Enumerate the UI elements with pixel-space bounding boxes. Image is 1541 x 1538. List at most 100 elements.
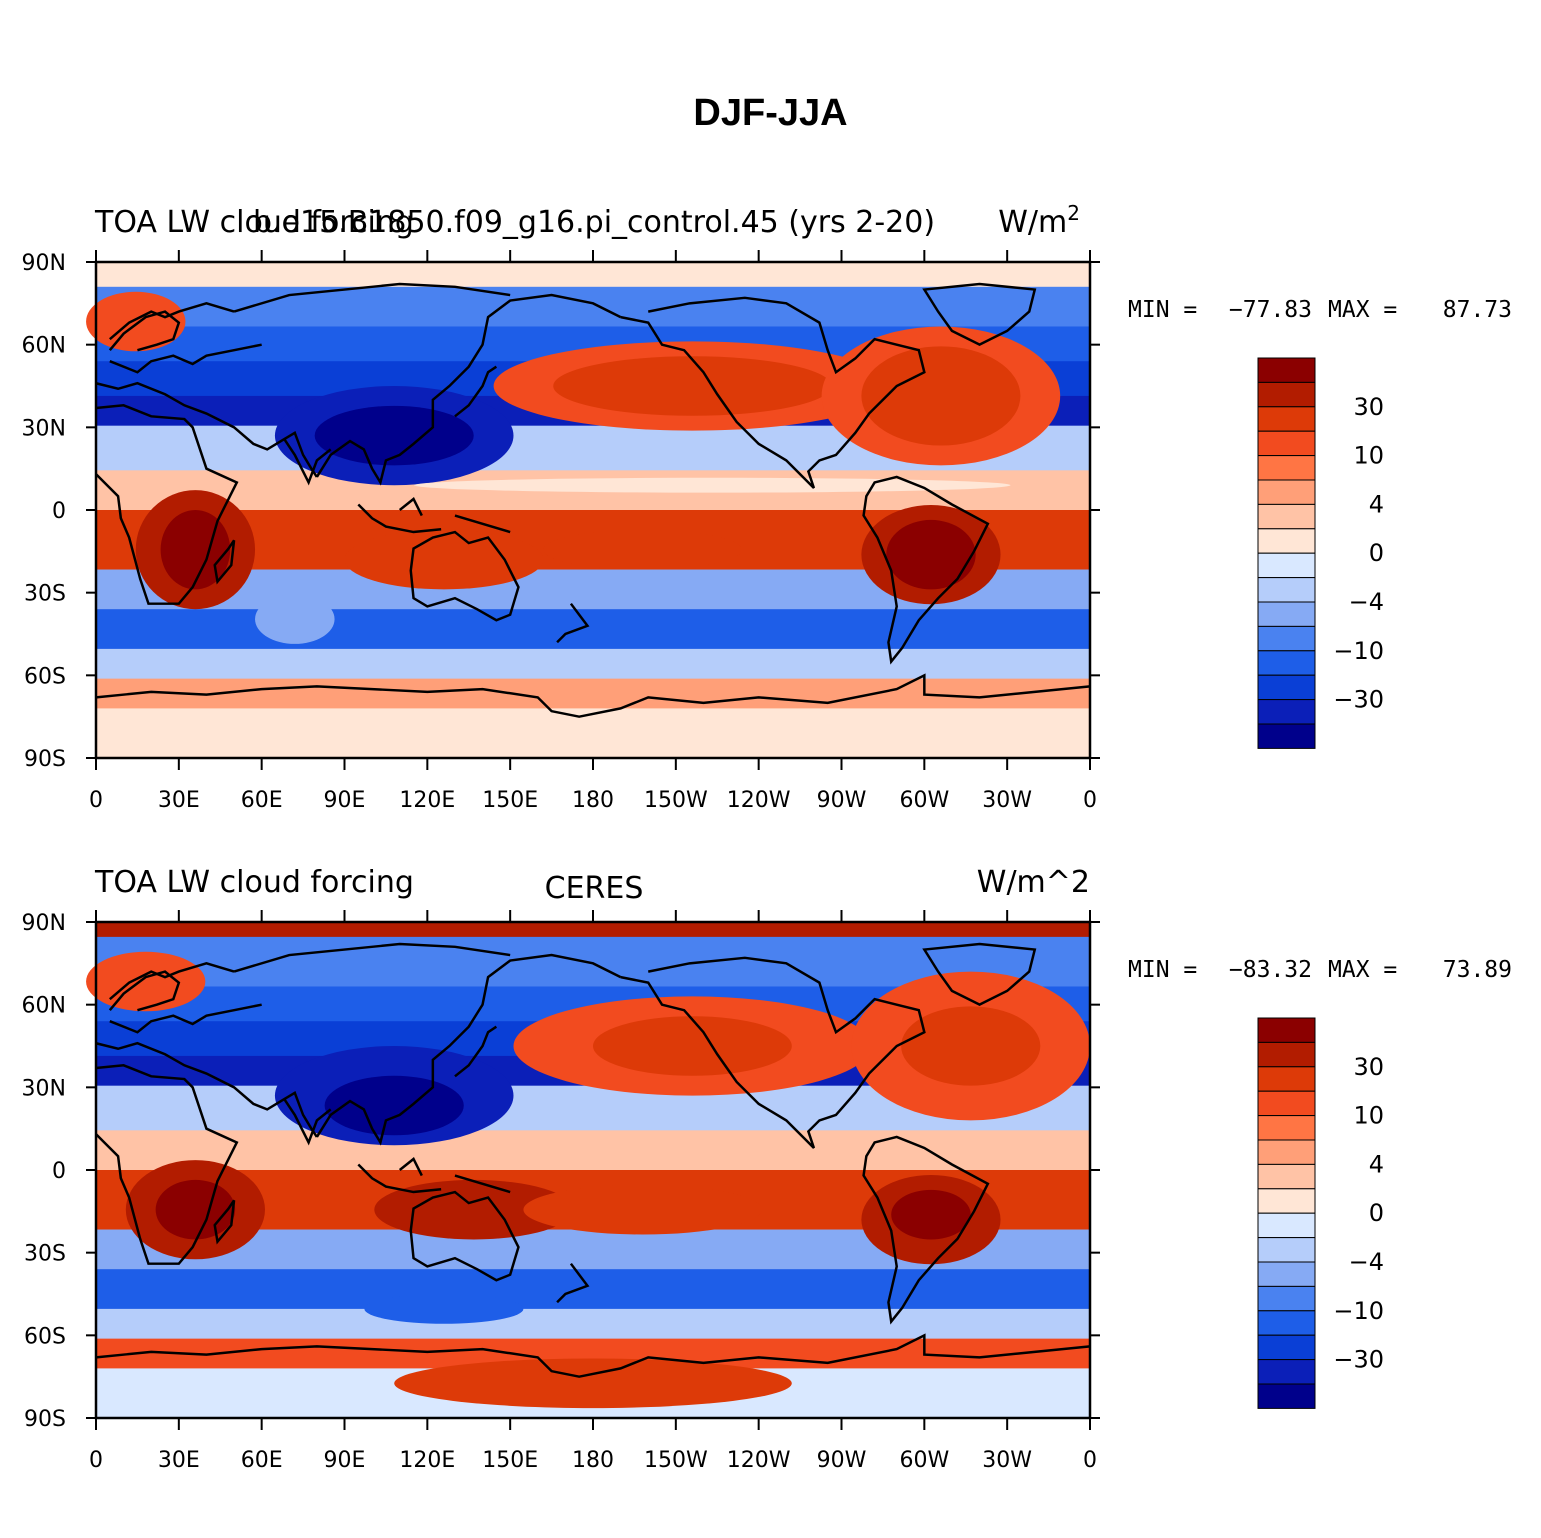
map-panel-1: TOA LW cloud forcing b.e15.B1850.f09_g16… — [22, 201, 1512, 813]
lat-tick-label: 0 — [52, 499, 66, 524]
colorbar-box — [1257, 479, 1316, 505]
colorbar-box — [1257, 552, 1316, 579]
lon-tick-label: 90W — [817, 1448, 867, 1473]
lon-tick-label: 30W — [982, 788, 1032, 813]
panel-2-left-title: TOA LW cloud forcing — [94, 865, 414, 900]
lon-tick-label: 90W — [817, 788, 867, 813]
colorbar-box — [1257, 1237, 1316, 1263]
colorbar-box — [1257, 528, 1316, 554]
lon-tick-label: 120W — [727, 788, 791, 813]
colorbar-box — [1257, 699, 1316, 725]
colorbar-box — [1257, 1383, 1316, 1409]
lat-tick-label: 0 — [52, 1159, 66, 1184]
field-blob — [155, 1179, 236, 1240]
colorbar-box — [1257, 1334, 1316, 1361]
lon-tick-label: 150E — [482, 788, 538, 813]
colorbar-box — [1257, 650, 1316, 676]
colorbar-box — [1257, 1041, 1316, 1068]
field-blob — [523, 1184, 762, 1235]
lon-tick-label: 150E — [482, 1448, 538, 1473]
colorbar-box — [1257, 503, 1316, 530]
field-blob — [593, 1016, 792, 1076]
field-blob — [374, 1179, 574, 1240]
panel-2-colorbar: 30 10 4 0 −4 −10 −30 — [1257, 1017, 1384, 1409]
colorbar-box — [1257, 1310, 1316, 1336]
colorbar-label: 4 — [1369, 1150, 1384, 1178]
panel-1-max-value: 87.73 — [1443, 297, 1512, 323]
field-blob — [886, 519, 976, 590]
field-blob — [86, 291, 186, 352]
colorbar-box — [1257, 1163, 1316, 1190]
colorbar-label: −4 — [1349, 1248, 1384, 1276]
lon-tick-label: 60E — [241, 1448, 283, 1473]
lon-tick-label: 90E — [324, 1448, 366, 1473]
lon-tick-label: 0 — [1083, 788, 1097, 813]
colorbar-box — [1257, 1261, 1316, 1287]
lon-tick-label: 90E — [324, 788, 366, 813]
field-blob — [364, 1294, 524, 1324]
field-band — [96, 286, 1090, 328]
panel-2-lat-axis: 90N 60N 30N 0 30S 60S 90S — [22, 911, 1100, 1432]
lon-tick-label: 180 — [572, 1448, 614, 1473]
colorbar-box — [1257, 1139, 1316, 1165]
colorbar-box — [1257, 1115, 1316, 1141]
panel-2-contour-field — [86, 922, 1090, 1419]
colorbar-label: −10 — [1333, 637, 1384, 665]
lat-tick-label: 30N — [22, 416, 66, 441]
field-band — [96, 609, 1090, 650]
panel-2-max-label: MAX = — [1328, 957, 1397, 983]
field-blob — [160, 510, 231, 590]
lat-tick-label: 60S — [24, 1324, 66, 1349]
lon-tick-label: 30E — [158, 1448, 200, 1473]
colorbar-label: −30 — [1333, 686, 1384, 714]
colorbar-box — [1257, 381, 1316, 408]
lon-tick-label: 0 — [89, 788, 103, 813]
colorbar-label: 0 — [1369, 1199, 1384, 1227]
map-panel-2: TOA LW cloud forcing CERES W/m^2 90N 60N 3… — [22, 865, 1512, 1473]
field-band — [96, 262, 1090, 288]
lon-tick-label: 30W — [982, 1448, 1032, 1473]
lon-tick-label: 150W — [644, 1448, 708, 1473]
field-band — [96, 648, 1090, 680]
figure-title: DJF-JJA — [693, 92, 848, 134]
panel-1-max-label: MAX = — [1328, 297, 1397, 323]
lat-tick-label: 30N — [22, 1076, 66, 1101]
colorbar-box — [1257, 723, 1316, 749]
colorbar-box — [1257, 1212, 1316, 1239]
colorbar-box — [1257, 625, 1316, 652]
field-blob — [543, 529, 743, 570]
colorbar-label: 10 — [1353, 1102, 1384, 1130]
panel-2-min-value: −83.32 — [1229, 957, 1312, 983]
colorbar-box — [1257, 430, 1316, 457]
lat-tick-label: 90S — [24, 747, 66, 772]
field-blob — [553, 356, 832, 416]
colorbar-label: 10 — [1353, 442, 1384, 470]
field-band — [96, 1269, 1090, 1310]
lon-tick-label: 30E — [158, 788, 200, 813]
panel-1-colorbar: 30 10 4 0 −4 −10 −30 — [1257, 357, 1384, 749]
lat-tick-label: 60S — [24, 664, 66, 689]
field-blob — [414, 477, 1011, 493]
panel-1-min-label: MIN = — [1128, 297, 1197, 323]
panel-2-max-value: 73.89 — [1443, 957, 1512, 983]
field-blob — [255, 594, 335, 644]
panel-2-lon-axis: 0 30E 60E 90E 120E 150E 180 150W 120W 90W 60W 30W 0 — [89, 910, 1097, 1473]
field-band — [96, 708, 1090, 759]
colorbar-box — [1257, 601, 1316, 627]
colorbar-label: −4 — [1349, 588, 1384, 616]
colorbar-label: −10 — [1333, 1297, 1384, 1325]
panel-1-left-title: TOA LW cloud forcing — [94, 205, 414, 240]
colorbar-label: −30 — [1333, 1346, 1384, 1374]
field-band — [96, 922, 1090, 938]
field-blob — [86, 951, 206, 1012]
lon-tick-label: 120W — [727, 1448, 791, 1473]
colorbar-box — [1257, 1188, 1316, 1214]
colorbar-box — [1257, 1090, 1316, 1117]
lat-tick-label: 30S — [24, 582, 66, 607]
panel-2-units: W/m^2 — [977, 865, 1090, 900]
colorbar-box — [1257, 406, 1316, 432]
panel-1-contour-field — [86, 262, 1090, 759]
lon-tick-label: 60W — [899, 788, 949, 813]
panel-1-min-value: −77.83 — [1229, 297, 1312, 323]
